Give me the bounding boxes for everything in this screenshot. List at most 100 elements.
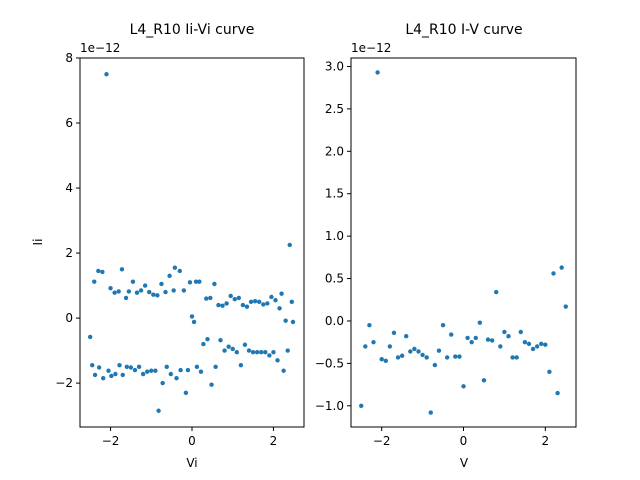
data-point	[248, 299, 254, 305]
axes-frame-right	[350, 57, 577, 428]
data-point	[106, 368, 111, 373]
data-point	[104, 72, 109, 77]
data-point	[547, 369, 552, 375]
data-point	[543, 342, 548, 347]
ticks-right: −2 0 2 −1.0 −0.5 0.0 0.5 1.0 1.5 2.0 2.5 3.0	[315, 59, 549, 448]
data-point	[518, 329, 523, 335]
data-point	[367, 323, 372, 328]
data-point	[218, 337, 223, 343]
data-point	[147, 289, 152, 295]
y-tick-label: 0	[65, 311, 73, 325]
data-point	[387, 344, 393, 349]
data-point	[209, 382, 214, 387]
data-point	[252, 298, 258, 304]
data-point	[113, 371, 118, 377]
y-tick-label: 2	[65, 246, 73, 260]
data-point	[514, 355, 519, 360]
data-point	[481, 378, 487, 383]
data-point	[399, 353, 405, 358]
data-point	[128, 365, 134, 370]
data-point	[424, 355, 429, 360]
data-point	[145, 369, 150, 374]
data-point	[149, 368, 154, 373]
data-point	[436, 348, 442, 353]
ticks-left: −2 0 2 −2 0 2 4 6 8	[55, 51, 277, 448]
data-point	[189, 314, 195, 319]
data-point	[240, 302, 246, 308]
data-point	[526, 341, 532, 347]
data-point	[168, 371, 174, 377]
data-point	[177, 268, 182, 274]
data-point	[156, 408, 161, 413]
data-point	[117, 363, 122, 368]
data-point	[87, 334, 93, 340]
data-point	[254, 350, 260, 355]
subplot-left: L4_R10 Ii-Vi curve 1e−12 Vi Ii −2 0 2 −2 0 2 4…	[31, 22, 305, 470]
data-point	[250, 350, 256, 355]
data-point	[164, 364, 169, 370]
data-point	[238, 363, 244, 368]
data-point	[420, 352, 425, 358]
data-point	[269, 294, 274, 300]
data-point	[197, 279, 202, 284]
y-tick-label: 3.0	[325, 59, 344, 73]
data-point	[465, 335, 470, 341]
data-point	[187, 280, 193, 285]
data-point	[193, 279, 199, 284]
data-point	[222, 348, 227, 353]
x-tick-label: 2	[270, 434, 278, 448]
data-point	[163, 289, 168, 295]
data-point	[183, 390, 189, 396]
data-point	[100, 269, 105, 275]
data-point	[555, 390, 560, 396]
data-point	[290, 319, 296, 325]
x-tick-label: −2	[102, 434, 120, 448]
data-point	[181, 288, 187, 293]
data-point	[171, 288, 176, 293]
points-right	[359, 70, 568, 415]
data-point	[469, 339, 474, 345]
data-point	[267, 353, 272, 358]
data-point	[379, 356, 384, 362]
data-point	[126, 289, 132, 294]
data-point	[259, 350, 264, 355]
data-point	[563, 304, 568, 309]
data-point	[287, 242, 292, 248]
data-point	[142, 283, 148, 288]
data-point	[461, 384, 466, 389]
data-point	[155, 293, 160, 298]
data-point	[96, 365, 102, 370]
data-point	[153, 368, 158, 373]
data-point	[151, 292, 156, 297]
data-point	[213, 364, 218, 370]
data-point	[273, 298, 278, 303]
data-point	[191, 319, 197, 325]
points-left	[87, 72, 296, 413]
data-point	[172, 265, 178, 270]
data-point	[539, 341, 544, 347]
x-tick-label: 2	[541, 434, 549, 448]
y-tick-label: 1.5	[325, 187, 344, 201]
data-point	[457, 354, 462, 359]
y-tick-label: 2.0	[325, 144, 344, 158]
chart-title-right: L4_R10 I-V curve	[405, 22, 522, 38]
data-point	[261, 302, 266, 307]
x-axis-label-right: V	[460, 456, 469, 470]
data-point	[498, 344, 503, 349]
y-tick-label: 4	[65, 181, 73, 195]
data-point	[124, 364, 130, 370]
x-tick-label: 0	[460, 434, 468, 448]
offset-text-left: 1e−12	[80, 41, 120, 55]
data-point	[226, 344, 231, 349]
chart-title-left: L4_R10 Ii-Vi curve	[130, 22, 255, 38]
data-point	[134, 290, 140, 295]
data-point	[228, 293, 233, 299]
data-point	[167, 273, 172, 279]
data-point	[109, 373, 114, 379]
data-point	[101, 376, 106, 381]
data-point	[494, 289, 499, 295]
data-point	[116, 289, 121, 294]
data-point	[90, 363, 95, 368]
